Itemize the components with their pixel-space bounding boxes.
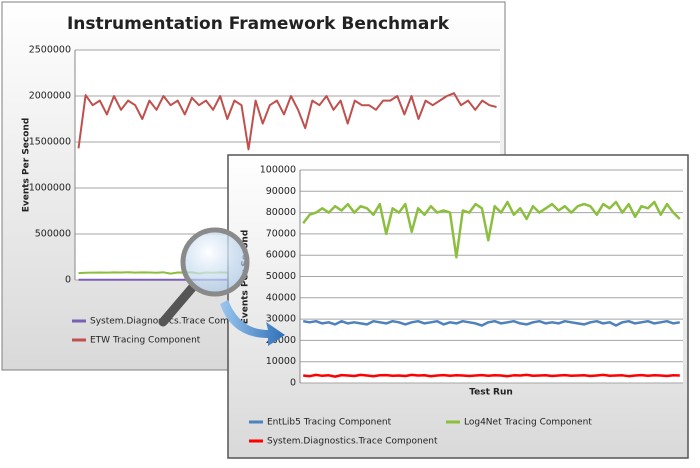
legend-label: System.Diagnostics.Trace Component	[90, 317, 261, 327]
magnifier-lens	[180, 227, 250, 297]
y-tick-label: 1500000	[29, 137, 71, 148]
y-tick-label: 500000	[35, 229, 71, 240]
magnifier	[158, 227, 285, 346]
series-line	[302, 319, 681, 327]
y-tick-label: 2500000	[29, 45, 71, 56]
y-tick-label: 90000	[266, 186, 296, 197]
x-axis-label: Test Run	[469, 388, 513, 398]
chart-title: Instrumentation Framework Benchmark	[67, 14, 450, 34]
series-line	[77, 92, 497, 151]
y-tick-label: 20000	[266, 335, 296, 346]
series-line	[302, 200, 681, 259]
y-tick-label: 0	[65, 275, 71, 286]
series-line	[303, 373, 680, 378]
legend-label: EntLib5 Tracing Component	[267, 418, 392, 428]
y-tick-label: 80000	[266, 207, 296, 218]
zoom-arrow	[220, 300, 285, 346]
y-tick-label: 70000	[266, 228, 296, 239]
legend-label: Log4Net Tracing Component	[464, 418, 592, 428]
y-tick-label: 1000000	[29, 183, 71, 194]
y-axis-label: Events Per Second	[22, 118, 32, 213]
legend-label: System.Diagnostics.Trace Component	[267, 437, 438, 447]
y-tick-label: 10000	[266, 356, 296, 367]
y-tick-label: 0	[290, 378, 296, 389]
legend-label: ETW Tracing Component	[90, 336, 201, 346]
y-tick-label: 40000	[266, 292, 296, 303]
magnifier-handle	[158, 283, 197, 327]
y-tick-label: 30000	[266, 314, 296, 325]
y-tick-label: 2000000	[29, 91, 71, 102]
y-tick-label: 100000	[260, 165, 296, 176]
front-chart: Events Per Second Test Run 0100002000030…	[227, 154, 689, 459]
y-tick-label: 50000	[266, 271, 296, 282]
y-tick-label: 60000	[266, 250, 296, 261]
